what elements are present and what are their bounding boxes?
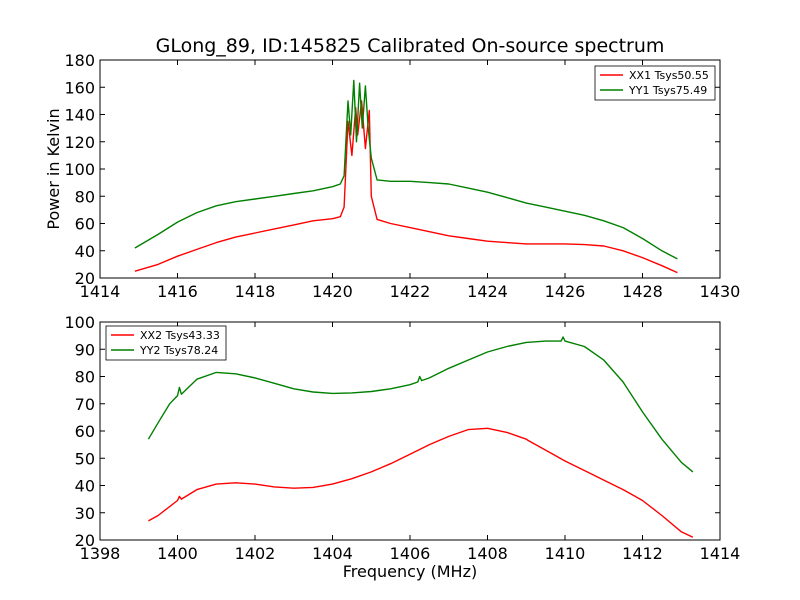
x-tick-label: 1398	[80, 544, 121, 563]
y-tick-label: 120	[64, 133, 95, 152]
series-line-xx1	[134, 100, 678, 274]
x-tick-label: 1412	[622, 544, 663, 563]
x-tick-label: 1402	[235, 544, 276, 563]
x-tick-label: 1410	[545, 544, 586, 563]
y-axis-label: Power in Kelvin	[44, 108, 63, 229]
y-tick-label: 80	[75, 368, 95, 387]
x-tick-label: 1416	[157, 282, 198, 301]
x-tick-label: 1428	[622, 282, 663, 301]
y-tick-label: 40	[75, 242, 95, 261]
chart-title: GLong_89, ID:145825 Calibrated On-source…	[156, 35, 665, 57]
x-tick-label: 1414	[80, 282, 121, 301]
x-tick-label: 1406	[390, 544, 431, 563]
y-tick-label: 160	[64, 78, 95, 97]
x-tick-label: 1418	[235, 282, 276, 301]
y-tick-label: 20	[75, 531, 95, 550]
x-tick-label: 1400	[157, 544, 198, 563]
y-tick-label: 140	[64, 106, 95, 125]
y-tick-label: 30	[75, 504, 95, 523]
y-tick-label: 20	[75, 269, 95, 288]
y-tick-label: 50	[75, 449, 95, 468]
legend-label: YY2 Tsys78.24	[139, 344, 218, 357]
x-tick-label: 1430	[700, 282, 741, 301]
y-tick-label: 70	[75, 395, 95, 414]
y-tick-label: 180	[64, 51, 95, 70]
y-tick-label: 40	[75, 477, 95, 496]
x-tick-label: 1424	[467, 282, 508, 301]
series-line-xx2	[148, 427, 694, 538]
x-tick-label: 1426	[545, 282, 586, 301]
x-tick-label: 1420	[312, 282, 353, 301]
x-tick-label: 1404	[312, 544, 353, 563]
x-tick-label: 1414	[700, 544, 741, 563]
y-tick-label: 60	[75, 422, 95, 441]
y-tick-label: 100	[64, 313, 95, 332]
series-line-yy1	[134, 79, 678, 260]
legend-label: XX1 Tsys50.55	[629, 69, 709, 82]
legend	[105, 325, 227, 361]
series-line-yy2	[147, 336, 694, 473]
y-tick-label: 90	[75, 340, 95, 359]
x-tick-label: 1422	[390, 282, 431, 301]
legend-label: XX2 Tsys43.33	[140, 329, 220, 342]
y-tick-label: 80	[75, 187, 95, 206]
x-axis-label: Frequency (MHz)	[343, 562, 477, 581]
y-tick-label: 100	[64, 160, 95, 179]
top-panel: 1414 1416 1418 1420 1422 1424 1426 1428 1430 20 40…	[44, 51, 740, 301]
y-tick-label: 60	[75, 215, 95, 234]
x-tick-label: 1408	[467, 544, 508, 563]
bottom-panel: 1398 1400 1402 1404 1406 1408 1410 1412 1414 20 30…	[64, 313, 740, 563]
legend	[594, 65, 716, 101]
legend-label: YY1 Tsys75.49	[628, 84, 707, 97]
